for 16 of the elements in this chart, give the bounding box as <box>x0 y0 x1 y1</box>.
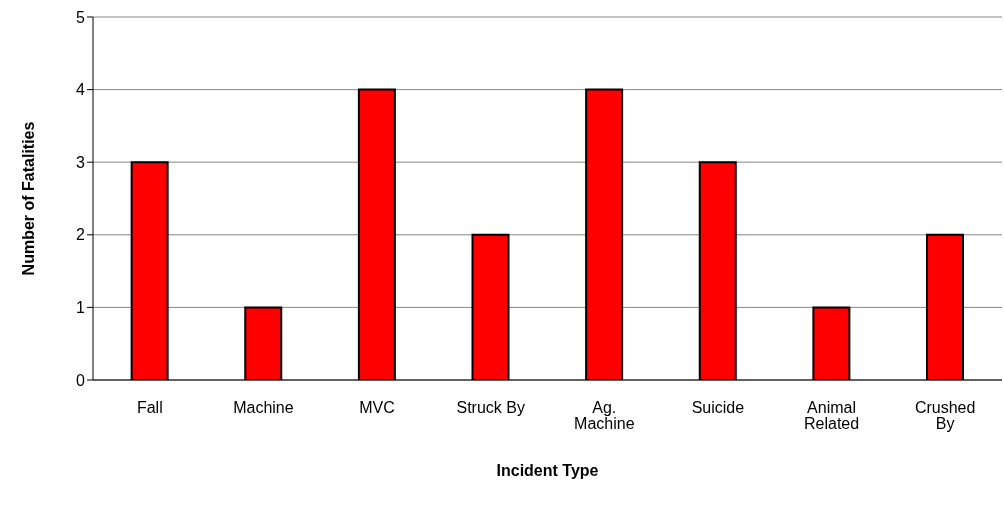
y-tick-label: 0 <box>76 371 86 389</box>
x-tick-label: Animal Related <box>803 399 860 433</box>
x-tick-label: Struck By <box>456 399 525 417</box>
x-tick-label: MVC <box>359 399 395 417</box>
x-tick-label: Ag. Machine <box>574 399 635 433</box>
y-tick-label: 5 <box>76 8 86 26</box>
x-tick-label: Machine <box>233 399 294 417</box>
y-tick-label: 1 <box>76 299 86 317</box>
x-tick-label: Fall <box>136 399 163 417</box>
y-tick-label: 3 <box>76 153 86 171</box>
x-tick-label: Crushed By <box>914 399 976 433</box>
y-tick-label: 4 <box>76 81 86 99</box>
x-tick-label: Suicide <box>691 399 745 417</box>
y-tick-label: 2 <box>76 226 86 244</box>
y-axis-title: Number of Fatalities <box>19 121 37 276</box>
x-axis-title: Incident Type <box>496 462 599 479</box>
